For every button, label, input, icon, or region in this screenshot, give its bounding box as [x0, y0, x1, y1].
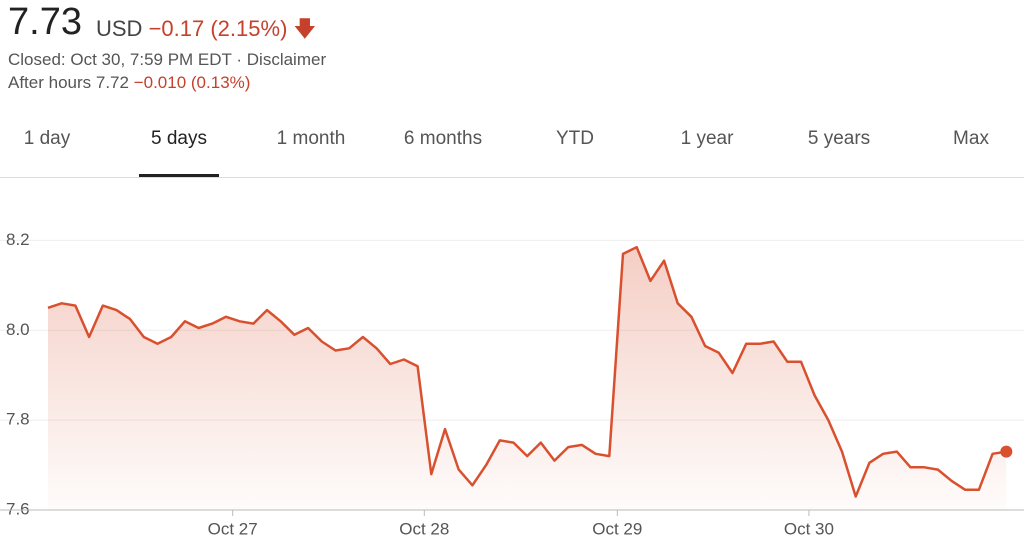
y-tick-label: 8.2	[6, 230, 30, 249]
x-tick-label: Oct 28	[399, 519, 449, 538]
y-tick-label: 7.6	[6, 499, 30, 518]
range-tab[interactable]: Max	[953, 128, 989, 149]
area	[48, 247, 1007, 510]
after-hours: After hours 7.72	[8, 73, 129, 92]
after-hours-change: −0.010 (0.13%)	[133, 73, 251, 92]
y-tick-label: 8.0	[6, 320, 30, 339]
status: Closed: Oct 30, 7:59 PM EDT	[8, 50, 232, 69]
range-tab[interactable]: 5 years	[807, 128, 871, 149]
status-line: Closed: Oct 30, 7:59 PM EDT · Disclaimer	[8, 50, 326, 70]
range-tab[interactable]: 1 year	[680, 128, 734, 149]
active-underline	[139, 174, 219, 177]
range-tab[interactable]: 1 day	[23, 128, 71, 149]
last-point	[1000, 445, 1013, 458]
disclaimer[interactable]: Disclaimer	[246, 50, 327, 69]
y-tick-label: 7.8	[6, 410, 30, 429]
range-tabs: 1 day 5 days 1 month 6 months YTD 1 year 5 yea…	[0, 110, 1024, 178]
range-tab[interactable]: 5 days	[151, 128, 207, 149]
change: −0.17 (2.15%)	[148, 16, 288, 41]
range-tab[interactable]: 1 month	[276, 128, 346, 149]
currency: USD	[96, 16, 143, 41]
price: 7.73	[8, 1, 82, 43]
price-line	[47, 245, 1007, 498]
range-tab[interactable]: 6 months	[403, 128, 483, 149]
separator: ·	[236, 50, 243, 69]
down-arrow: 🡇	[293, 16, 317, 41]
x-tick-label: Oct 30	[784, 519, 834, 538]
x-tick-label: Oct 27	[208, 519, 258, 538]
range-tab[interactable]: YTD	[556, 128, 594, 149]
price-change: USD −0.17 (2.15%) 🡇	[96, 12, 316, 50]
after-hours-line: After hours 7.72 −0.010 (0.13%)	[8, 73, 250, 93]
x-tick-label: Oct 29	[592, 519, 642, 538]
